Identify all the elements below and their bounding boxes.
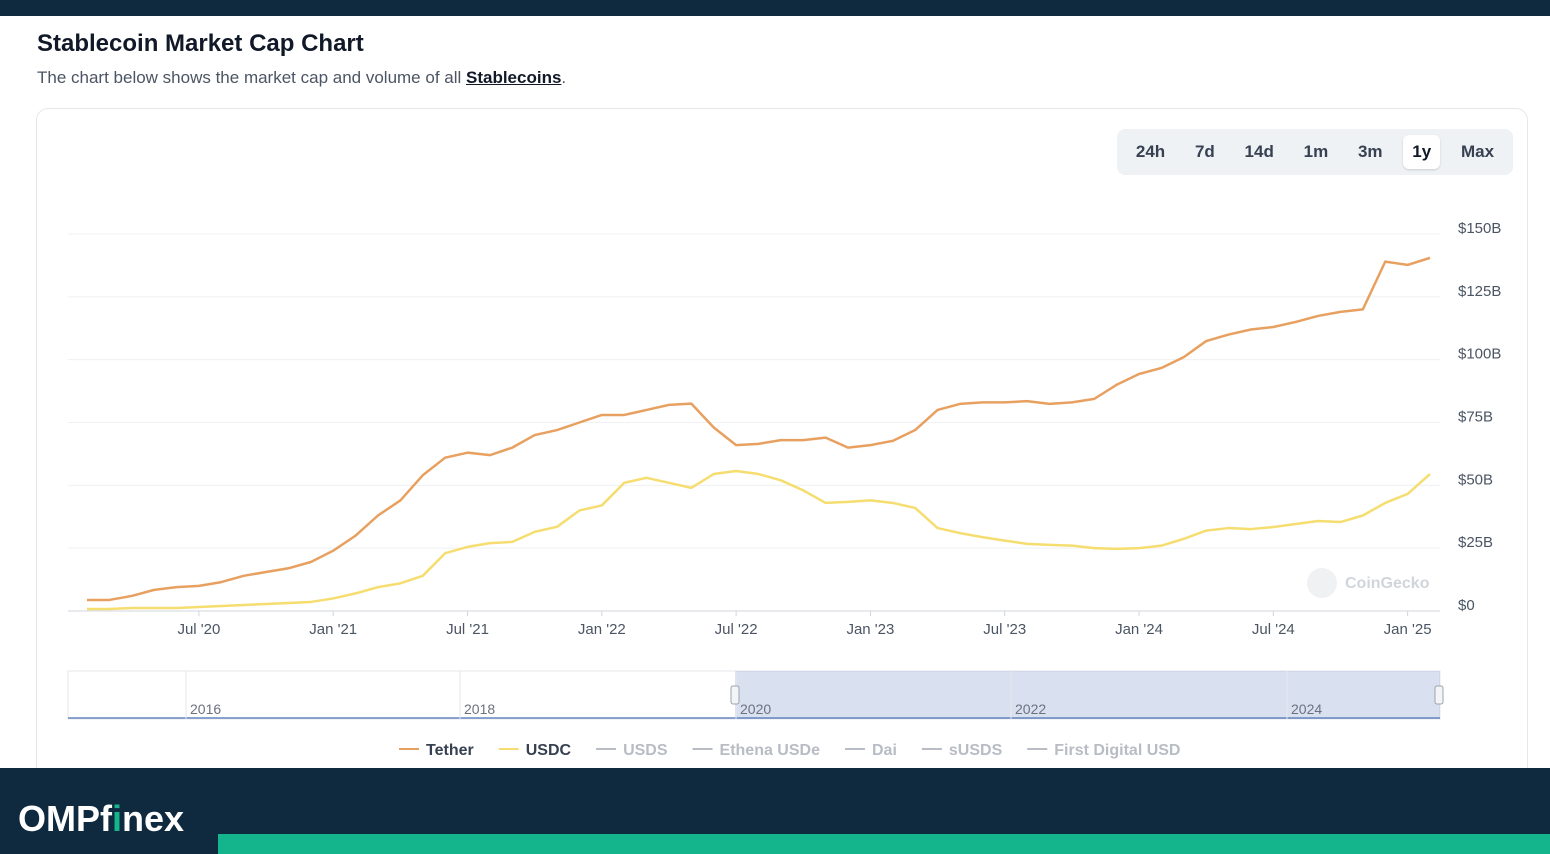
x-tick-label: Jan '24: [1115, 621, 1163, 638]
navigator-handle: [1434, 685, 1444, 705]
range-button[interactable]: 24h: [1135, 142, 1166, 161]
watermark-icon: [1307, 568, 1337, 598]
x-tick-label: Jul '24: [1252, 621, 1295, 638]
y-tick-label: $100B: [1458, 346, 1501, 363]
legend-label: Ethena USDe: [720, 742, 821, 759]
x-tick-label: Jan '22: [578, 621, 626, 638]
brand-part: i: [112, 798, 123, 839]
legend-label: Tether: [426, 742, 474, 759]
footer-accent: [218, 834, 1550, 854]
brand-part: nex: [122, 798, 185, 839]
legend-label: sUSDS: [949, 742, 1003, 759]
watermark: CoinGecko: [1345, 575, 1430, 592]
navigator-label: 2020: [740, 701, 771, 717]
legend-label: USDC: [526, 742, 572, 759]
y-tick-label: $75B: [1458, 409, 1493, 426]
brand-logo: OMPfinex: [18, 798, 184, 840]
y-tick-label: $50B: [1458, 471, 1493, 488]
legend-label: USDS: [623, 742, 668, 759]
series-line: [87, 256, 1431, 602]
x-tick-label: Jan '23: [846, 621, 894, 638]
x-tick-label: Jan '21: [309, 621, 357, 638]
range-button[interactable]: 1m: [1303, 142, 1329, 161]
navigator-handle: [730, 685, 740, 705]
range-selector: 24h 7d 14d 1m 3m 1y Max: [1117, 129, 1513, 175]
brand-part: OMPf: [18, 798, 112, 839]
y-tick-label: $125B: [1458, 283, 1501, 300]
top-bar: [0, 0, 1550, 16]
range-button[interactable]: 14d: [1244, 142, 1274, 161]
range-button[interactable]: 7d: [1194, 142, 1215, 161]
series-line: [87, 469, 1431, 611]
x-tick-label: Jul '21: [446, 621, 489, 638]
range-button[interactable]: Max: [1460, 142, 1495, 161]
legend-label: Dai: [872, 742, 897, 759]
navigator-label: 2016: [190, 701, 221, 717]
y-tick-label: $0: [1458, 597, 1475, 614]
legend-label: First Digital USD: [1054, 742, 1180, 759]
x-tick-label: Jan '25: [1384, 621, 1432, 638]
range-button[interactable]: 1y: [1403, 135, 1441, 169]
chart: $0 $25B $50B $75B $100B $125B $150B Jul '20 Jan …: [67, 220, 1501, 759]
page-title: Stablecoin Market Cap Chart: [37, 30, 364, 57]
subtitle-text: The chart below shows the market cap and…: [37, 68, 466, 87]
stablecoins-link[interactable]: Stablecoins: [466, 68, 562, 87]
navigator-label: 2024: [1291, 701, 1322, 717]
x-tick-label: Jul '23: [983, 621, 1026, 638]
y-tick-label: $150B: [1458, 220, 1501, 237]
x-tick-label: Jul '20: [177, 621, 220, 638]
subtitle: The chart below shows the market cap and…: [37, 68, 566, 88]
subtitle-end: .: [561, 68, 567, 87]
y-tick-label: $25B: [1458, 534, 1493, 551]
range-button[interactable]: 3m: [1357, 142, 1383, 161]
x-tick-label: Jul '22: [715, 621, 758, 638]
navigator-label: 2018: [464, 701, 495, 717]
navigator-label: 2022: [1015, 701, 1046, 717]
navigator-range: [735, 671, 1440, 719]
